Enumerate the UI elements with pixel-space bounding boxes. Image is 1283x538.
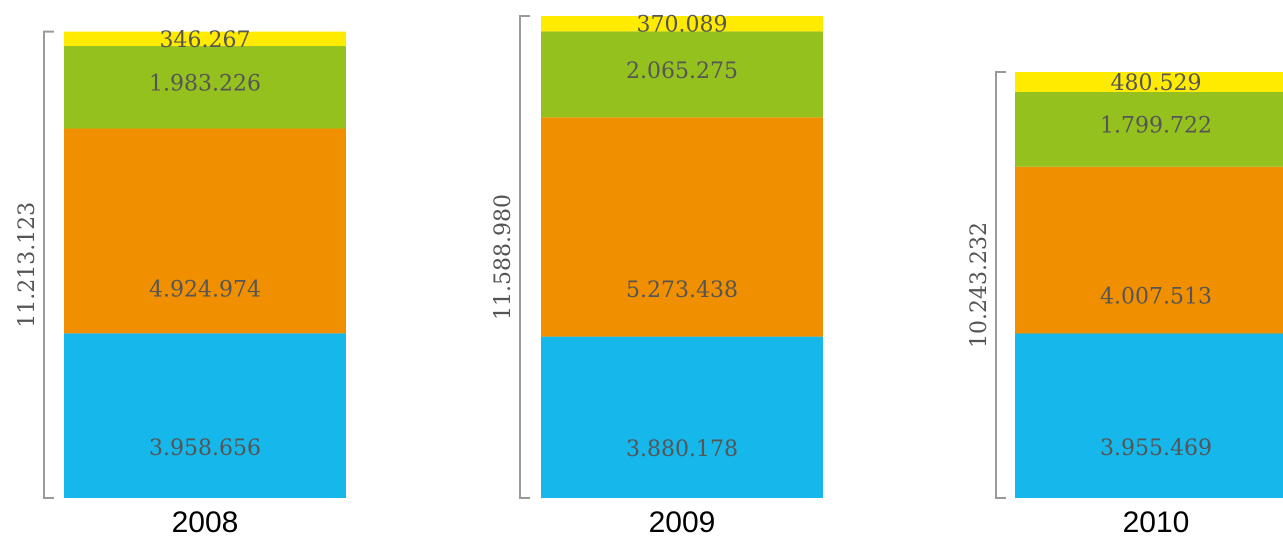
segment-value-label: 4.007.513 [1100, 285, 1212, 310]
bar-segment-2009-2 [541, 31, 823, 118]
x-axis-category-label: 2008 [172, 506, 239, 538]
bar-segment-2010-1 [1015, 166, 1283, 334]
x-axis-category-label: 2010 [1123, 506, 1190, 538]
segment-value-label: 370.089 [637, 13, 728, 38]
segment-value-label: 3.955.469 [1100, 436, 1212, 461]
total-bracket [995, 71, 1006, 499]
bar-segment-2008-0 [64, 333, 346, 498]
segment-value-label: 480.529 [1111, 71, 1202, 96]
x-axis-category-label: 2009 [649, 506, 716, 538]
total-bracket [43, 30, 54, 499]
total-value-label: 10.243.232 [967, 222, 992, 348]
bar-segment-2010-3 [1015, 71, 1283, 92]
bar-segment-2009-3 [541, 16, 823, 32]
segment-value-label: 1.799.722 [1100, 113, 1212, 138]
segment-value-label: 1.983.226 [149, 72, 261, 97]
total-value-label: 11.213.123 [15, 202, 40, 328]
bar-segment-2008-3 [64, 31, 346, 47]
segment-value-label: 2.065.275 [626, 59, 738, 84]
total-bracket [519, 15, 530, 499]
segment-value-label: 5.273.438 [626, 278, 738, 303]
bar-segment-2010-2 [1015, 91, 1283, 167]
bar-segment-2009-1 [541, 117, 823, 337]
total-value-label: 11.588.980 [491, 194, 516, 320]
segment-value-label: 3.958.656 [149, 436, 261, 461]
segment-value-label: 4.924.974 [149, 278, 261, 303]
bar-segment-2010-0 [1015, 333, 1283, 498]
bar-segment-2008-1 [64, 128, 346, 334]
bar-segment-2009-0 [541, 336, 823, 498]
segment-value-label: 346.267 [160, 28, 251, 53]
segment-value-label: 3.880.178 [626, 437, 738, 462]
bar-segment-2008-2 [64, 46, 346, 129]
